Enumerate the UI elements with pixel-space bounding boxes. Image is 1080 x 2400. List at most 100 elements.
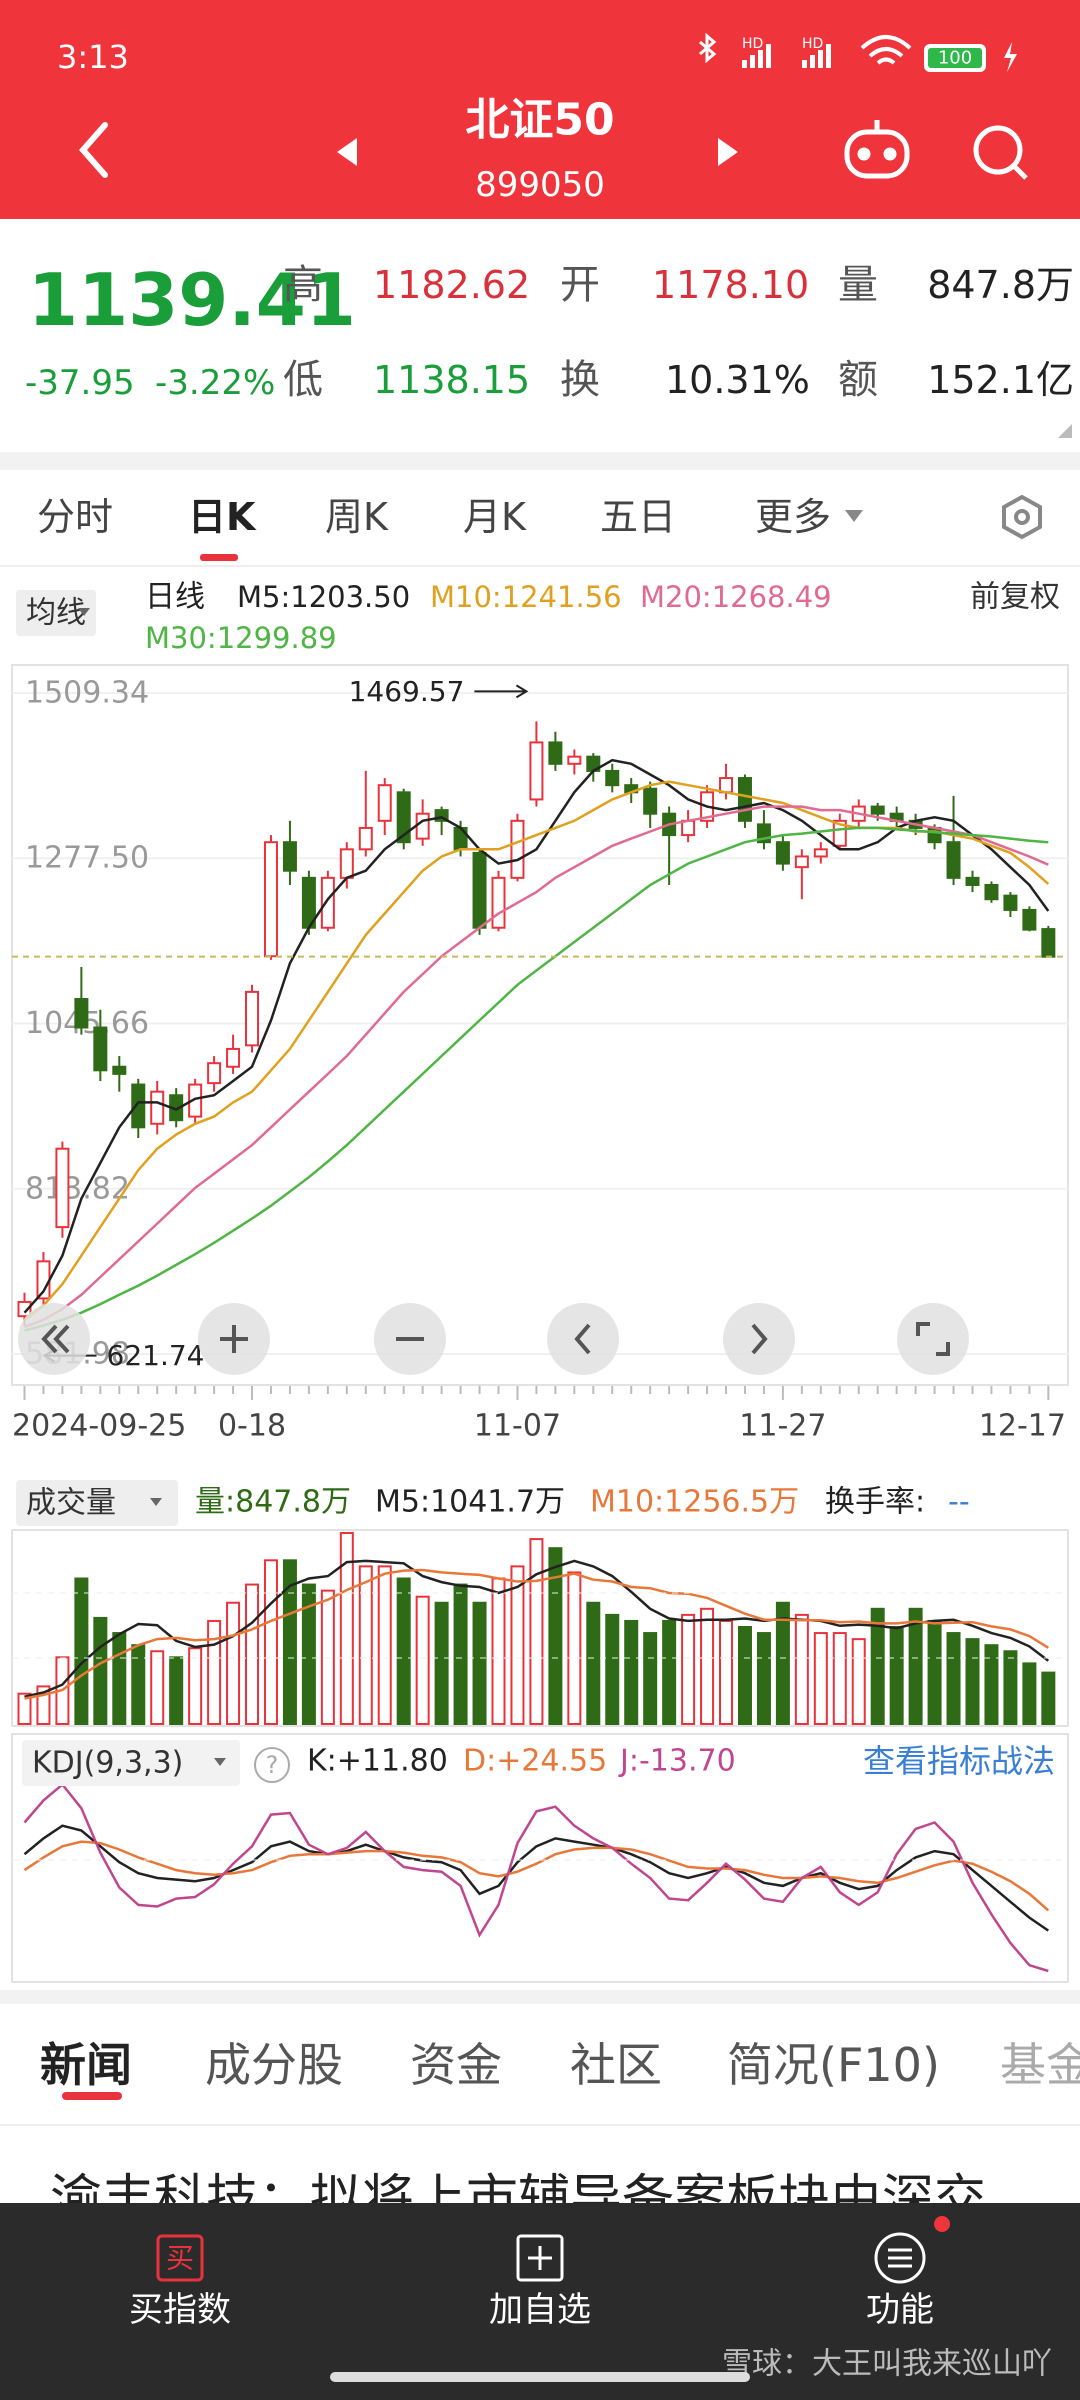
tab-underline xyxy=(62,2092,122,2100)
tab[interactable]: 分时 xyxy=(37,495,113,539)
selector-box[interactable] xyxy=(16,590,96,636)
volume-bar xyxy=(1022,1662,1037,1725)
tab[interactable]: 新闻 xyxy=(40,2038,132,2092)
x-tick-label: 12-17 xyxy=(979,1409,1066,1444)
tab[interactable]: 简况(F10) xyxy=(727,2038,940,2092)
y-tick-label: 813.82 xyxy=(25,1171,130,1206)
volume-bar xyxy=(643,1632,658,1725)
help[interactable]: ? xyxy=(266,1751,279,1779)
tab[interactable]: 成分股 xyxy=(205,2038,343,2092)
max-arrow xyxy=(474,684,529,699)
status-icons: HD HD 100 xyxy=(699,32,1017,72)
volume-bar xyxy=(17,1692,32,1725)
nav-icon xyxy=(888,2248,912,2268)
zoom-controls xyxy=(18,1303,969,1375)
selector-box[interactable] xyxy=(16,1480,178,1526)
robot-icon[interactable] xyxy=(844,120,910,179)
button[interactable] xyxy=(547,1303,619,1375)
candle-body xyxy=(377,784,392,822)
volume-bar xyxy=(965,1638,980,1725)
volume-bar xyxy=(624,1619,639,1725)
charts: 581.98813.821045.661277.501509.342024-09… xyxy=(12,675,1068,1973)
volume-bar xyxy=(415,1595,430,1725)
selector[interactable]: 成交量 xyxy=(26,1486,116,1521)
volume-bar xyxy=(396,1577,411,1725)
nav-label[interactable]: 功能 xyxy=(866,2290,934,2330)
watermark: 雪球：大王叫我来巡山吖 xyxy=(722,2347,1052,2382)
selector[interactable]: KDJ(9,3,3) xyxy=(32,1746,183,1781)
y-tick-label: 1509.34 xyxy=(25,675,149,710)
volume-bar xyxy=(112,1632,127,1725)
value: 1178.10 xyxy=(652,263,809,307)
candle-body xyxy=(927,826,942,844)
legend-entry: M10:1241.56 xyxy=(430,580,622,614)
candle-body xyxy=(1022,908,1037,931)
volume-bar xyxy=(832,1632,847,1725)
search-icon[interactable] xyxy=(973,125,1028,180)
nav-label[interactable]: 加自选 xyxy=(489,2290,591,2330)
candle-body xyxy=(112,1065,127,1075)
volume-bar xyxy=(150,1650,165,1725)
tab-underline xyxy=(200,554,238,561)
net-label: HD xyxy=(742,36,763,52)
volume-bar xyxy=(719,1619,734,1725)
tab[interactable]: 月K xyxy=(463,495,527,539)
volume-bar xyxy=(282,1559,297,1725)
volume-bar xyxy=(794,1613,809,1725)
net-label: HD xyxy=(802,36,823,52)
line xyxy=(23,1824,1050,1932)
volume-bar xyxy=(188,1647,203,1725)
candle-body xyxy=(245,990,260,1047)
badge xyxy=(934,2216,950,2232)
next[interactable] xyxy=(718,138,738,166)
tab[interactable]: 社区 xyxy=(570,2038,662,2092)
legend-entry: M30:1299.89 xyxy=(145,621,337,655)
tab[interactable]: 五日 xyxy=(600,495,676,539)
volume-bar xyxy=(74,1577,89,1725)
candle-body xyxy=(434,809,449,822)
candle-body xyxy=(150,1090,165,1125)
candle-body xyxy=(131,1083,146,1129)
back[interactable] xyxy=(79,122,108,178)
nav-icon[interactable] xyxy=(516,2234,564,2282)
candle-body xyxy=(605,769,620,787)
tabs: 分时 日K 周K 月K 五日 更多 xyxy=(37,495,831,539)
volume-bar xyxy=(889,1626,904,1725)
dropdown xyxy=(150,1498,162,1506)
tab[interactable]: 基金 xyxy=(1000,2038,1080,2092)
help-icon[interactable] xyxy=(254,1747,290,1783)
tab[interactable]: 更多 xyxy=(755,495,831,539)
nav-icon[interactable] xyxy=(874,2232,926,2284)
dropdown xyxy=(845,510,863,522)
turnover-value: -- xyxy=(948,1485,970,1520)
candle-body xyxy=(472,851,487,929)
corner xyxy=(1058,424,1072,438)
candle-body xyxy=(282,841,297,872)
legend-prefix: 日线 xyxy=(145,580,205,615)
line xyxy=(24,826,1049,1332)
label: 量 xyxy=(838,262,878,308)
prev[interactable] xyxy=(337,138,357,166)
tab[interactable]: 周K xyxy=(325,495,389,539)
nav-label[interactable]: 买指数 xyxy=(129,2290,231,2330)
tab[interactable]: 日K xyxy=(188,495,257,539)
adjust[interactable]: 前复权 xyxy=(970,580,1060,615)
home-indicator xyxy=(330,2372,750,2382)
volume-bar xyxy=(605,1613,620,1725)
candle-body xyxy=(946,841,961,879)
tab[interactable]: 资金 xyxy=(410,2038,502,2092)
line xyxy=(23,1782,1049,1973)
selector-box[interactable] xyxy=(22,1740,240,1786)
nav-icon[interactable] xyxy=(156,2234,204,2282)
button[interactable] xyxy=(897,1303,969,1375)
label: 高 xyxy=(283,262,323,308)
button[interactable] xyxy=(723,1303,795,1375)
selector[interactable]: 均线 xyxy=(26,596,86,631)
volume-bar xyxy=(320,1589,335,1725)
link[interactable]: 查看指标战法 xyxy=(863,1742,1055,1780)
bottom-tabs: 新闻 成分股 资金 社区 简况(F10) 基金 xyxy=(40,2038,1080,2092)
quote-values: 1182.62 1178.10 847.8万 1138.15 10.31% 15… xyxy=(373,263,1074,402)
settings[interactable] xyxy=(1002,494,1042,540)
battery: 100 xyxy=(938,48,972,69)
candle-body xyxy=(813,848,828,858)
